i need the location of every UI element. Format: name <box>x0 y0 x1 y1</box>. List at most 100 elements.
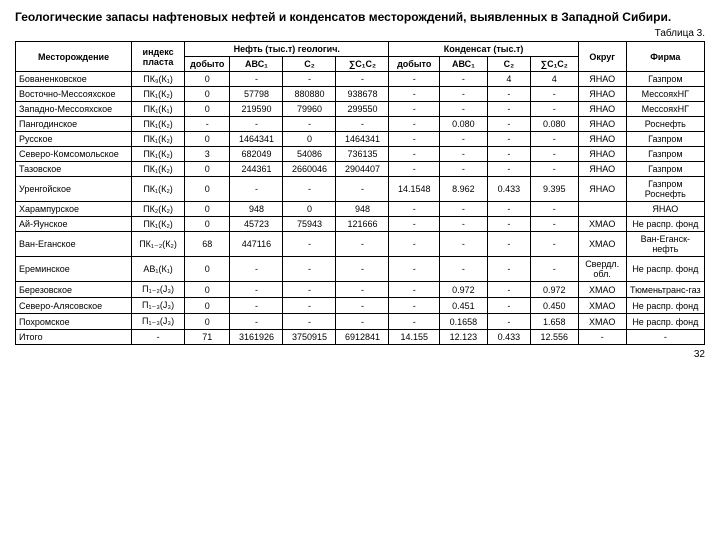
table-cell: - <box>439 87 487 102</box>
header-cond-abc: АВС₁ <box>439 57 487 72</box>
table-cell: 9.395 <box>530 177 578 202</box>
table-cell: 6912841 <box>336 330 389 345</box>
table-cell: 121666 <box>336 217 389 232</box>
table-cell: - <box>230 117 283 132</box>
table-cell: ПК₁(К₂) <box>132 177 185 202</box>
table-cell: - <box>487 147 530 162</box>
table-cell: Роснефть <box>626 117 704 132</box>
table-cell: - <box>389 117 439 132</box>
table-cell: - <box>487 257 530 282</box>
table-cell: - <box>530 257 578 282</box>
table-cell: 45723 <box>230 217 283 232</box>
table-cell: - <box>578 330 626 345</box>
table-cell: Русское <box>16 132 132 147</box>
table-cell: 14.1548 <box>389 177 439 202</box>
table-cell: 0 <box>283 202 336 217</box>
table-cell: 244361 <box>230 162 283 177</box>
table-cell: Газпром Роснефть <box>626 177 704 202</box>
table-cell: - <box>439 217 487 232</box>
table-cell: ПК₉(К₁) <box>132 72 185 87</box>
table-cell: ПК₁₋₂(К₂) <box>132 232 185 257</box>
table-cell: П₁₋₃(J₃) <box>132 298 185 314</box>
table-cell: - <box>283 298 336 314</box>
table-cell: ХМАО <box>578 232 626 257</box>
header-index: индекс пласта <box>132 42 185 72</box>
table-cell: 0 <box>185 257 230 282</box>
table-cell: Тюменьтранс-газ <box>626 282 704 298</box>
table-cell: - <box>230 298 283 314</box>
table-cell: - <box>283 314 336 330</box>
table-cell: 0 <box>185 102 230 117</box>
header-okrug: Округ <box>578 42 626 72</box>
table-cell: - <box>389 298 439 314</box>
table-cell: 1.658 <box>530 314 578 330</box>
header-oil-abc: АВС₁ <box>230 57 283 72</box>
table-cell: ПК₁(К₂) <box>132 117 185 132</box>
table-cell: - <box>487 117 530 132</box>
table-cell: 299550 <box>336 102 389 117</box>
table-cell: - <box>487 87 530 102</box>
table-cell: 0 <box>185 87 230 102</box>
table-cell: 4 <box>530 72 578 87</box>
table-cell: Газпром <box>626 162 704 177</box>
table-cell: - <box>336 117 389 132</box>
table-cell: - <box>487 202 530 217</box>
table-cell: Уренгойское <box>16 177 132 202</box>
table-cell: - <box>389 72 439 87</box>
table-cell: П₁₋₂(J₃) <box>132 282 185 298</box>
table-cell: Не распр. фонд <box>626 257 704 282</box>
table-cell: Пангодинское <box>16 117 132 132</box>
table-cell: ПК₁(К₂) <box>132 132 185 147</box>
table-row: Ай-ЯунскоеПК₁(К₂)04572375943121666----ХМ… <box>16 217 705 232</box>
table-cell: - <box>389 102 439 117</box>
table-cell: - <box>530 102 578 117</box>
table-cell: - <box>487 314 530 330</box>
table-cell: Бованенковское <box>16 72 132 87</box>
table-cell: 0.080 <box>439 117 487 132</box>
table-cell: - <box>487 232 530 257</box>
table-cell: 0 <box>185 72 230 87</box>
page-title: Геологические запасы нафтеновых нефтей и… <box>15 10 705 24</box>
header-oil-dobyto: добыто <box>185 57 230 72</box>
table-cell: 948 <box>230 202 283 217</box>
table-row: ПохромскоеП₁₋₃(J₃)0----0.1658-1.658ХМАОН… <box>16 314 705 330</box>
table-row: ТазовскоеПК₁(К₂)024436126600462904407---… <box>16 162 705 177</box>
table-cell: - <box>230 282 283 298</box>
table-cell: 1464341 <box>230 132 283 147</box>
table-cell: 12.123 <box>439 330 487 345</box>
table-cell: - <box>336 177 389 202</box>
table-cell: ПК₁(К₂) <box>132 217 185 232</box>
table-cell: 0.080 <box>530 117 578 132</box>
table-cell: - <box>230 177 283 202</box>
table-cell: Харампурское <box>16 202 132 217</box>
header-oil-sum: ∑С₁С₂ <box>336 57 389 72</box>
data-table: Месторождение индекс пласта Нефть (тыс.т… <box>15 41 705 345</box>
table-cell: АВ₁(К₁) <box>132 257 185 282</box>
table-cell: 0.1658 <box>439 314 487 330</box>
table-cell: ЯНАО <box>578 147 626 162</box>
table-cell: - <box>530 87 578 102</box>
table-cell: - <box>283 177 336 202</box>
table-cell: 0 <box>185 217 230 232</box>
table-cell: Свердл. обл. <box>578 257 626 282</box>
table-cell: 682049 <box>230 147 283 162</box>
table-cell: ЯНАО <box>626 202 704 217</box>
header-field: Месторождение <box>16 42 132 72</box>
table-cell: 0.972 <box>439 282 487 298</box>
table-cell: - <box>530 217 578 232</box>
table-cell: - <box>389 132 439 147</box>
table-cell: Газпром <box>626 132 704 147</box>
table-cell: 71 <box>185 330 230 345</box>
table-cell: Западно-Мессояхское <box>16 102 132 117</box>
table-cell: 0 <box>185 177 230 202</box>
table-cell: 3161926 <box>230 330 283 345</box>
table-cell: - <box>283 257 336 282</box>
table-cell: 880880 <box>283 87 336 102</box>
table-cell: ПК₂(К₂) <box>132 202 185 217</box>
table-cell: 2660046 <box>283 162 336 177</box>
table-cell: - <box>530 132 578 147</box>
table-cell: 8.962 <box>439 177 487 202</box>
header-oil: Нефть (тыс.т) геологич. <box>185 42 389 57</box>
table-cell: П₁₋₃(J₃) <box>132 314 185 330</box>
table-cell: 54086 <box>283 147 336 162</box>
